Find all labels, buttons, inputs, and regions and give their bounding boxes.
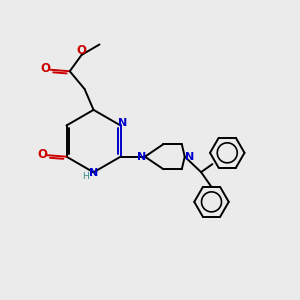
- Text: O: O: [40, 62, 50, 75]
- Text: O: O: [76, 44, 87, 57]
- Text: N: N: [89, 168, 98, 178]
- Text: N: N: [137, 152, 146, 162]
- Text: O: O: [38, 148, 47, 161]
- Text: N: N: [118, 118, 127, 128]
- Text: H: H: [82, 172, 88, 181]
- Text: N: N: [184, 152, 194, 162]
